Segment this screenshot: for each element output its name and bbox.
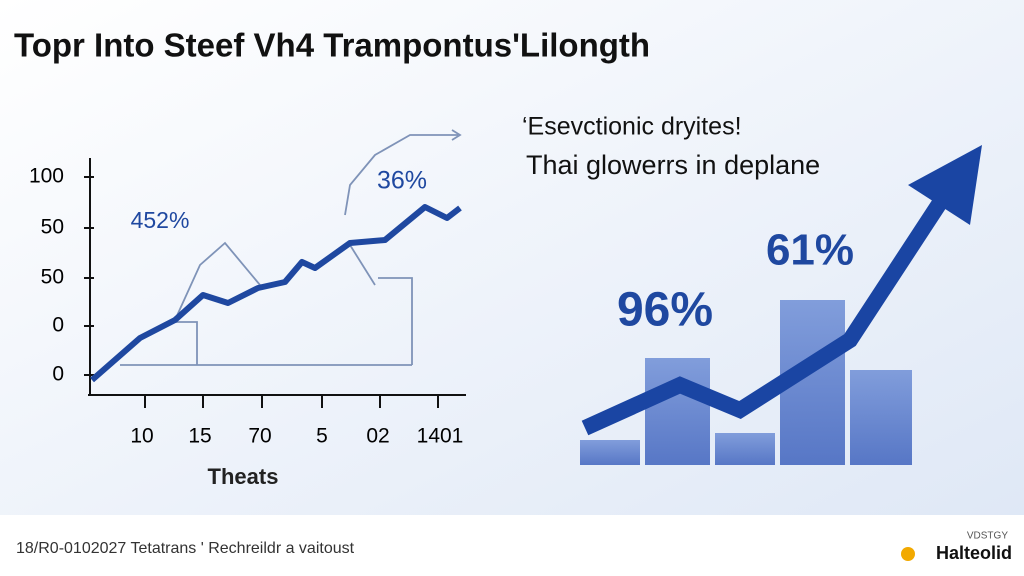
bar xyxy=(715,433,775,465)
thin-lines xyxy=(120,129,462,366)
x-tick-label: 02 xyxy=(366,425,389,448)
annotation: 452% xyxy=(131,207,190,233)
value-label: 96% xyxy=(617,284,713,337)
trend-line xyxy=(90,204,462,383)
bar xyxy=(645,358,710,465)
heading-line: ‘Esevctionic dryites! xyxy=(522,113,742,141)
y-tick-label: 0 xyxy=(52,363,64,386)
bar xyxy=(850,370,912,465)
y-tick-label: 100 xyxy=(29,165,64,188)
logo: Halteolid xyxy=(936,543,1012,563)
y-tick-label: 50 xyxy=(41,266,64,289)
x-tick-label: 15 xyxy=(188,425,211,448)
x-tick-label: 10 xyxy=(130,425,153,448)
logo-icon xyxy=(901,547,915,561)
footer-band xyxy=(0,515,1024,576)
x-axis-label: Theats xyxy=(208,464,279,489)
right-panel: ‘Esevctionic dryites! Thai glowerrs in d… xyxy=(522,113,982,465)
footer-text: 18/R0-0102027 Tetatrans ' Rechreildr a v… xyxy=(16,540,355,557)
heading-line: Thai glowerrs in deplane xyxy=(526,150,820,180)
logo-top: VDSTGY xyxy=(967,531,1008,542)
bar xyxy=(580,440,640,465)
title: Topr Into Steef Vh4 Trampontus'Lilongth xyxy=(14,27,650,64)
growth-arrow xyxy=(581,190,952,436)
x-tick-label: 5 xyxy=(316,425,328,448)
x-tick-label: 1401 xyxy=(417,425,464,448)
y-tick-label: 50 xyxy=(41,216,64,239)
x-tick-label: 70 xyxy=(248,425,271,448)
value-label: 61% xyxy=(766,226,854,275)
annotation: 36% xyxy=(377,167,427,195)
arrow-head xyxy=(908,145,982,225)
y-tick-label: 0 xyxy=(52,314,64,337)
ticks xyxy=(84,176,439,408)
left-chart: 100 50 50 0 0 10 15 70 5 02 1401 Theats … xyxy=(29,129,466,489)
